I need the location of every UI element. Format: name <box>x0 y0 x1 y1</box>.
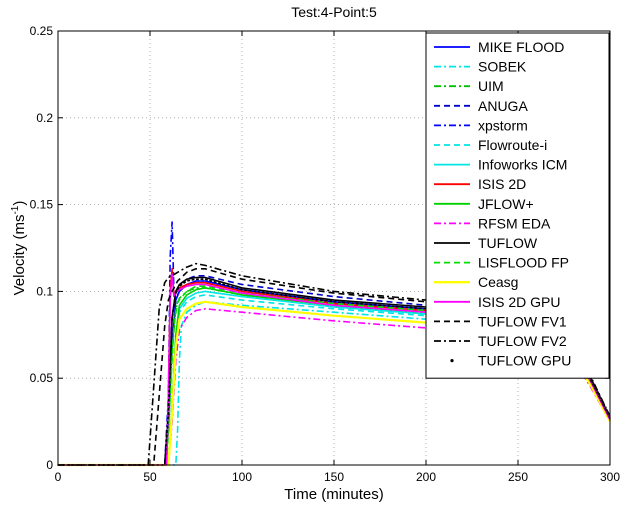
series-line <box>57 278 611 466</box>
y-tick-label: 0.05 <box>30 371 54 385</box>
x-tick-labels: 0 50 100 150 200 250 300 <box>55 470 621 484</box>
y-tick-label: 0 <box>46 458 53 472</box>
x-tick-label: 200 <box>416 470 436 484</box>
y-tick-label: 0.25 <box>30 24 54 38</box>
legend-label: SOBEK <box>478 59 527 75</box>
legend-label: RFSM EDA <box>478 215 551 231</box>
x-tick-label: 0 <box>55 470 62 484</box>
y-tick-labels: 0 0.05 0.1 0.15 0.2 0.25 <box>30 24 54 472</box>
x-tick-label: 150 <box>324 470 344 484</box>
legend-label: TUFLOW FV2 <box>478 333 567 349</box>
y-axis-title: Velocity (ms-1) <box>10 201 28 296</box>
legend-label: LISFLOOD FP <box>478 255 569 271</box>
y-axis-title-end: ) <box>11 201 28 206</box>
legend-label: UIM <box>478 78 504 94</box>
legend-swatch <box>450 359 454 363</box>
x-tick-label: 300 <box>600 470 620 484</box>
legend-label: Flowroute-i <box>478 137 547 153</box>
legend-label: xpstorm <box>478 117 528 133</box>
legend-label: JFLOW+ <box>478 196 534 212</box>
legend: MIKE FLOOD SOBEK UIM ANUGA xpstorm Flowroute-… <box>425 32 610 379</box>
chart-title: Test:4-Point:5 <box>291 4 377 20</box>
legend-label: Ceasg <box>478 274 518 290</box>
y-axis-title-main: Velocity (ms <box>11 215 28 296</box>
x-tick-label: 100 <box>232 470 252 484</box>
legend-label: Infoworks ICM <box>478 157 567 173</box>
legend-label: TUFLOW FV1 <box>478 313 567 329</box>
legend-label: ISIS 2D GPU <box>478 294 560 310</box>
legend-label: ANUGA <box>478 98 528 114</box>
x-tick-label: 250 <box>508 470 528 484</box>
y-tick-label: 0.2 <box>36 111 53 125</box>
x-tick-label: 50 <box>143 470 157 484</box>
y-tick-label: 0.1 <box>36 284 53 298</box>
legend-label: MIKE FLOOD <box>478 39 564 55</box>
x-axis-title: Time (minutes) <box>284 486 383 503</box>
legend-label: TUFLOW GPU <box>478 353 571 369</box>
y-axis-title-superscript: -1 <box>10 205 21 214</box>
legend-label: ISIS 2D <box>478 176 526 192</box>
y-tick-label: 0.15 <box>30 198 54 212</box>
legend-label: TUFLOW <box>478 235 538 251</box>
